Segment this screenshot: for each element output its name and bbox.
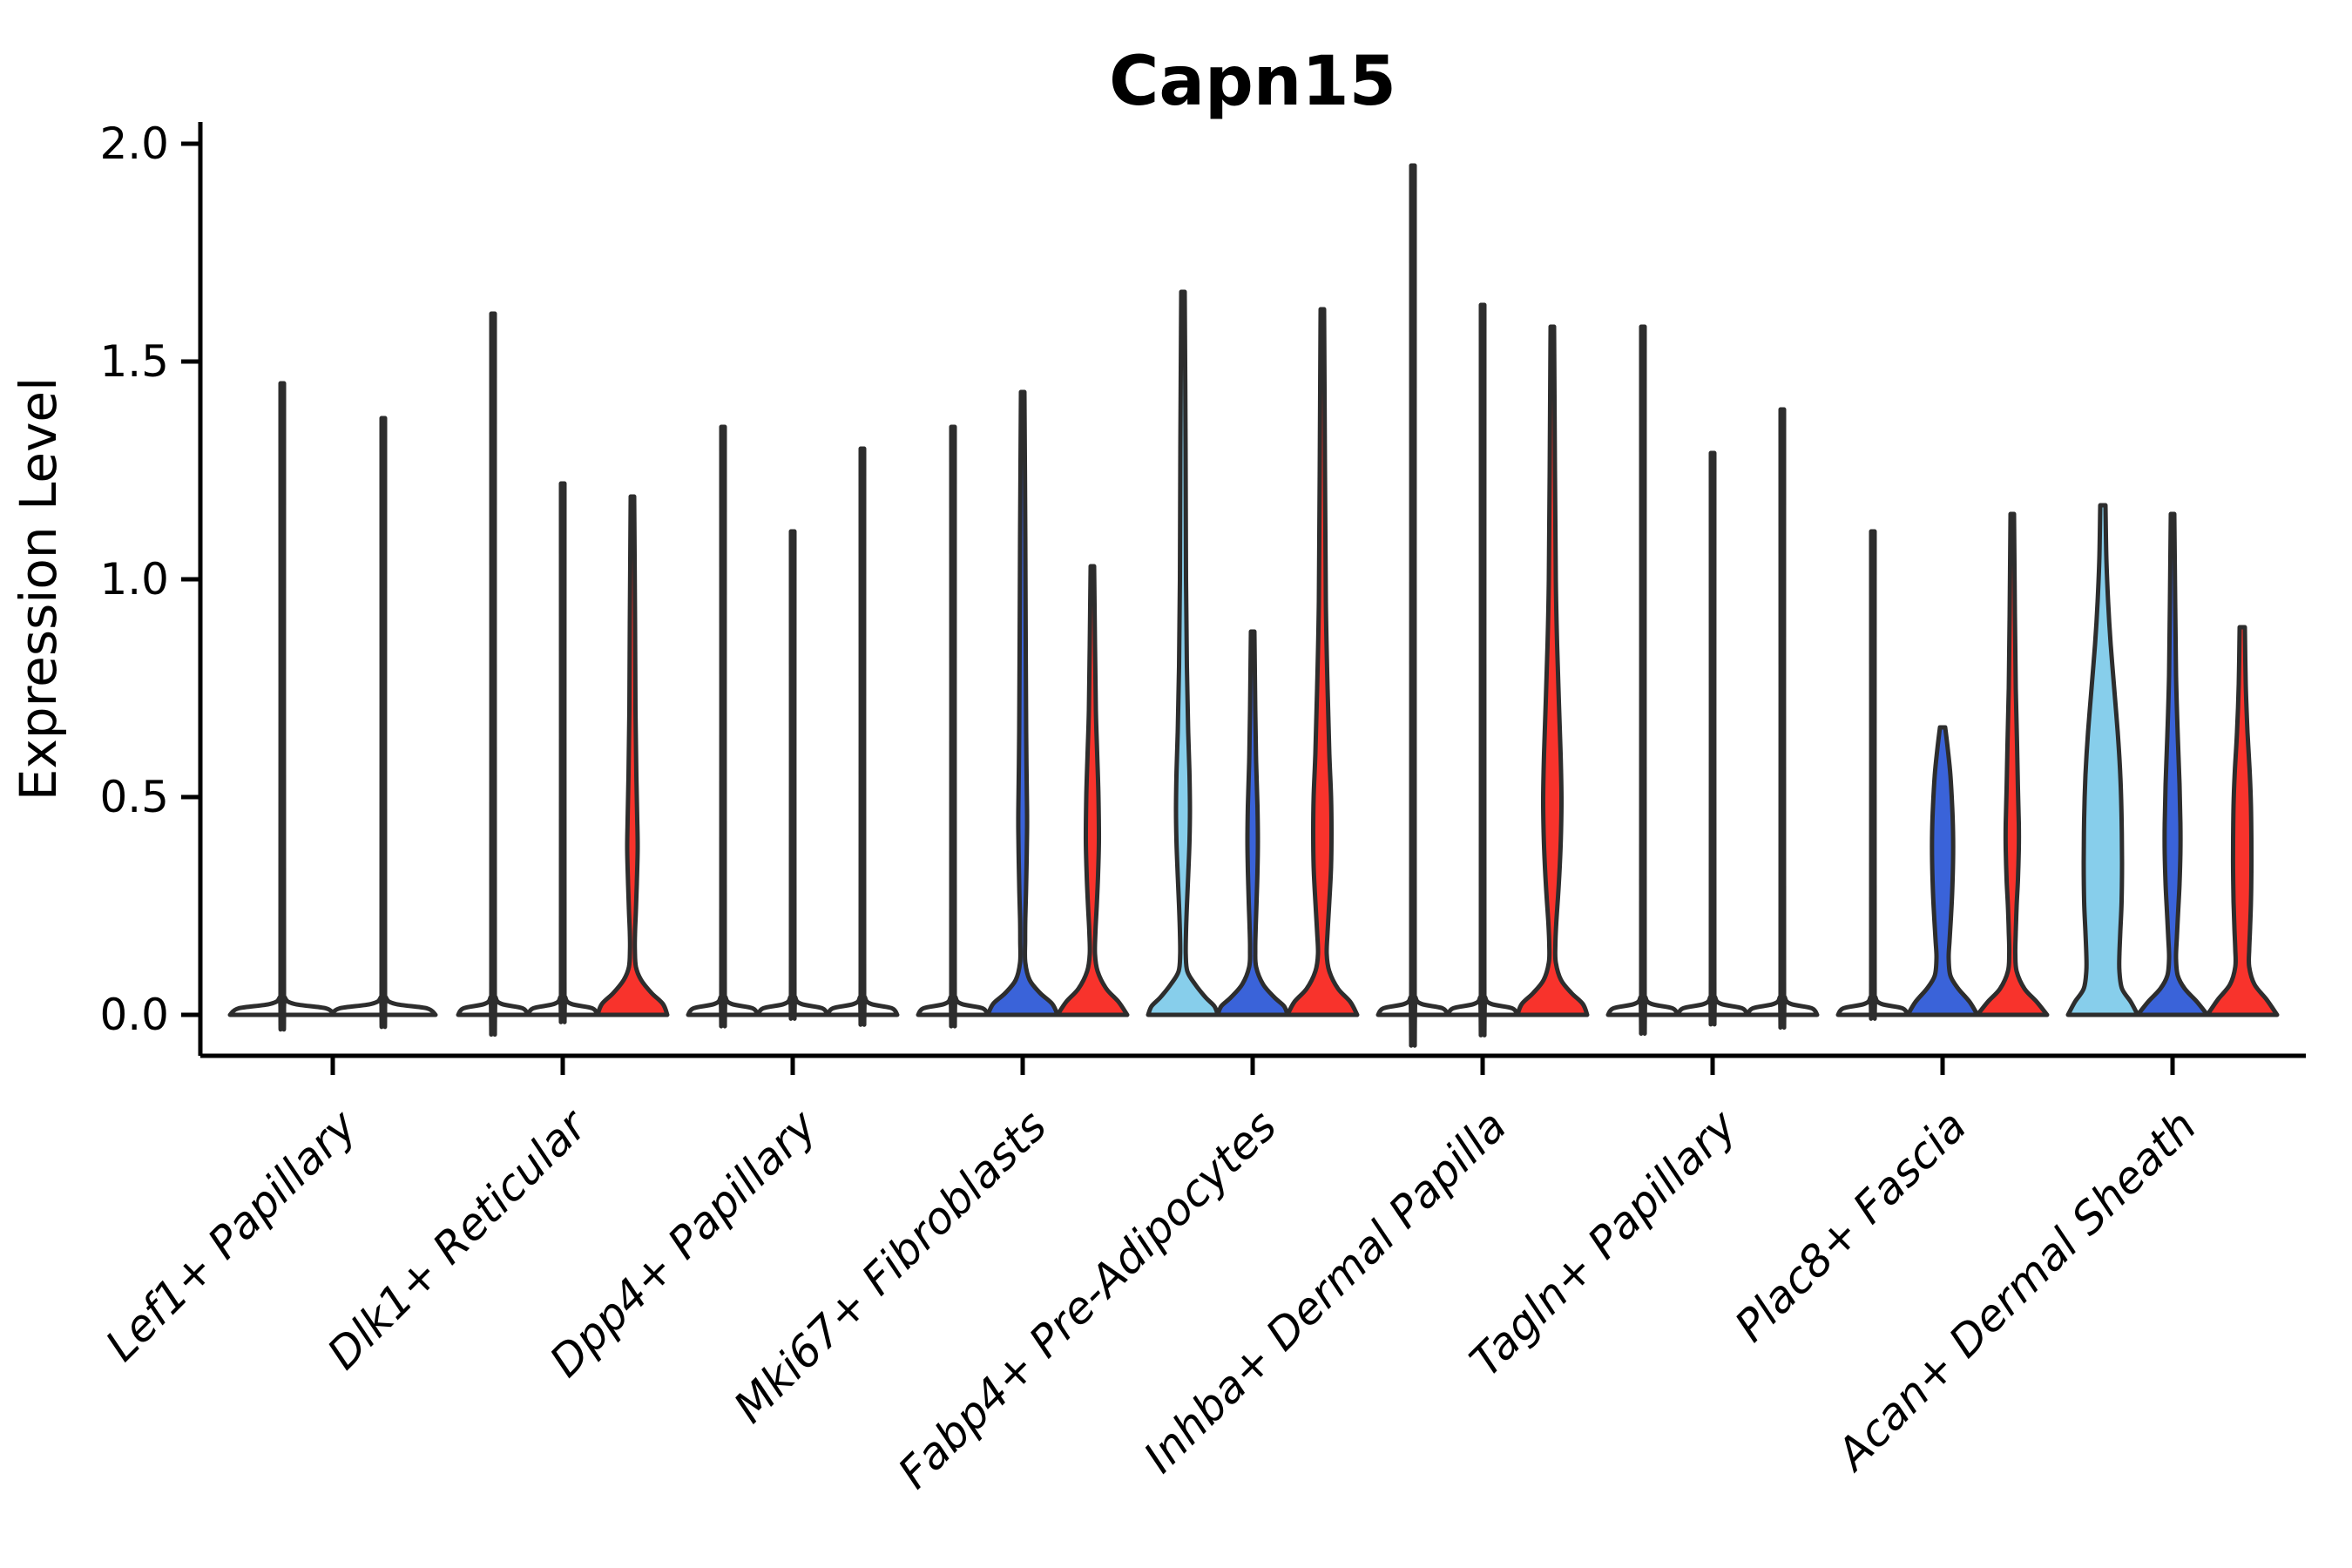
violin-red	[595, 494, 670, 1017]
violin-red	[1515, 324, 1590, 1017]
violins-layer	[227, 163, 2280, 1048]
violin-red	[2205, 625, 2280, 1017]
chart-title: Capn15	[1109, 43, 1396, 121]
violin-skyblue	[2065, 503, 2140, 1017]
violin-white	[1605, 324, 1680, 1036]
violin-white	[1375, 163, 1450, 1048]
violin-red	[1285, 307, 1360, 1017]
y-tick-label: 2.0	[99, 118, 169, 169]
y-tick-label: 0.5	[99, 772, 169, 822]
violin-white	[525, 481, 600, 1024]
violin-white	[825, 446, 900, 1027]
y-tick-label: 1.0	[99, 554, 169, 605]
violin-white	[1675, 450, 1750, 1027]
violin-blue	[1215, 629, 1290, 1017]
violin-white	[227, 381, 337, 1031]
y-tick-label: 1.5	[99, 336, 169, 387]
violin-white	[916, 424, 990, 1029]
violin-blue	[2135, 511, 2210, 1017]
y-axis-label: Expression Level	[9, 377, 68, 801]
violin-red	[1975, 511, 2050, 1017]
violin-white	[1745, 407, 1820, 1030]
violin-red	[1055, 564, 1130, 1017]
y-tick-label: 0.0	[99, 990, 169, 1040]
violin-white	[328, 416, 438, 1030]
violin-white	[456, 311, 531, 1037]
violin-white	[686, 424, 760, 1029]
violin-blue	[985, 389, 1060, 1017]
violin-skyblue	[1146, 289, 1220, 1017]
violin-white	[1835, 529, 1910, 1021]
violin-white	[1445, 302, 1520, 1037]
violin-white	[755, 529, 830, 1021]
violin-blue	[1905, 725, 1980, 1017]
